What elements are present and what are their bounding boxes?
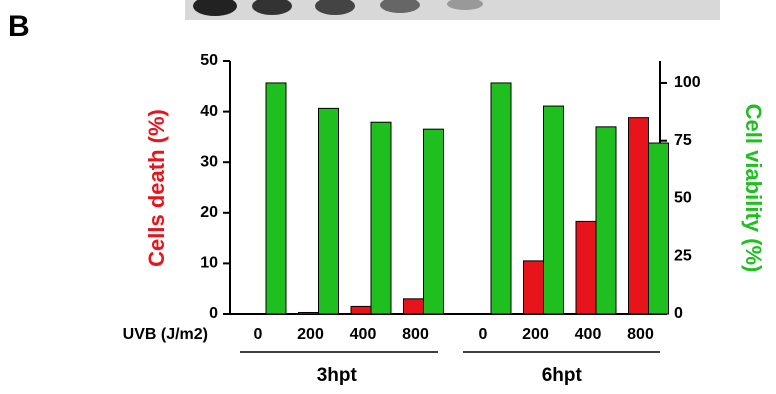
bar [424,129,444,314]
x-tick-label: 400 [350,326,377,343]
x-tick-label: 200 [297,326,324,343]
bar [404,299,424,314]
bar [371,122,391,314]
bar [266,83,286,314]
y2-tick-label: 50 [674,190,692,207]
y-axis-title: Cells death (%) [144,109,169,267]
bar [629,118,649,314]
y-tick-label: 10 [200,255,218,272]
bar [491,83,511,314]
y-tick-label: 30 [200,153,218,170]
bar [299,312,319,314]
y2-tick-label: 25 [674,247,692,264]
bar [544,106,564,314]
y-tick-label: 50 [200,52,218,69]
y-tick-label: 0 [209,305,218,322]
x-tick-label: 400 [575,326,602,343]
x-tick-label: 200 [522,326,549,343]
x-axis-label: UVB (J/m2) [123,326,208,343]
x-tick-label: 800 [627,326,654,343]
bar [576,221,596,314]
y2-tick-label: 0 [674,305,683,322]
bar [596,127,616,314]
y2-axis-title: Cell viability (%) [741,104,766,273]
y-tick-label: 20 [200,204,218,221]
figure: B 0 10 20 30 40 50 0 25 50 75 100 Cells death (%) Ce… [0,0,776,394]
x-tick-label: 0 [254,326,263,343]
group-label: 6hpt [542,365,583,386]
y2-tick-label: 75 [674,132,692,149]
y2-tick-label: 100 [674,74,701,91]
bar [319,108,339,314]
bar [351,306,371,314]
bar [649,143,669,314]
x-tick-label: 0 [479,326,488,343]
x-tick-label: 800 [402,326,429,343]
bar [524,261,544,314]
group-label: 3hpt [317,365,358,386]
panel-label: B [8,10,30,43]
y-tick-label: 40 [200,103,218,120]
